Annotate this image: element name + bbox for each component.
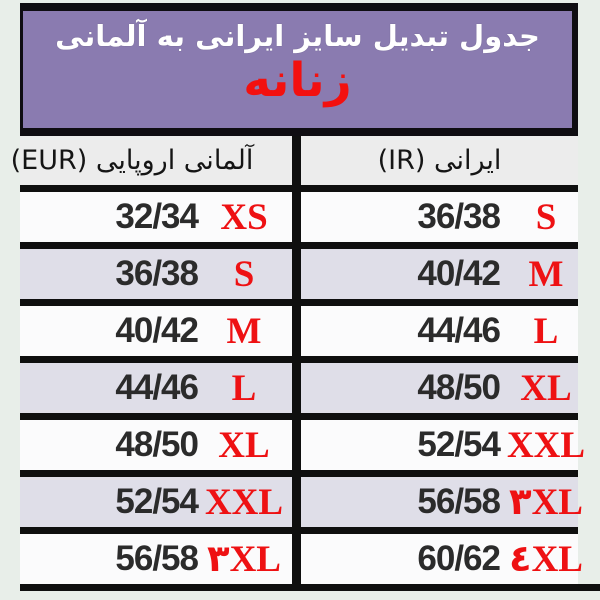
ir-cell: 44/46 L: [301, 306, 578, 356]
table-header-row: آلمانی اروپایی (EUR) ایرانی (IR): [11, 136, 578, 192]
ir-size-letter: XXL: [506, 424, 586, 466]
eur-cell: 36/38 S: [20, 249, 292, 299]
ir-cell: 60/62 ٤XL: [301, 534, 583, 584]
ir-size-letter: S: [535, 196, 557, 238]
eur-cell: 44/46 L: [20, 363, 292, 413]
table-row: 44/46 L 48/50 XL: [20, 363, 578, 420]
column-divider: [292, 192, 301, 242]
eur-size-letter: ۳XL: [207, 539, 281, 580]
page-title: جدول تبدیل سایز ایرانی به آلمانی: [55, 19, 540, 53]
eur-size-value: 44/46: [115, 368, 199, 407]
table-row: 52/54 XXL 56/58 ۳XL: [20, 477, 583, 534]
eur-size-letter: XS: [220, 196, 268, 238]
eur-cell: 40/42 M: [20, 306, 292, 356]
ir-cell: 48/50 XL: [301, 363, 578, 413]
column-header-iranian-ir-label: ایرانی (IR): [377, 145, 502, 176]
table-body: 32/34 XS 36/38 S 36/38 S 40/42 M: [20, 192, 585, 591]
column-divider: [292, 477, 301, 527]
table-row: 32/34 XS 36/38 S: [20, 192, 578, 249]
eur-size-letter: XL: [218, 424, 270, 466]
ir-cell: 52/54 XXL: [301, 420, 585, 470]
column-divider: [292, 534, 301, 584]
eur-size-value: 36/38: [115, 254, 199, 293]
table-row: 56/58 ۳XL 60/62 ٤XL: [20, 534, 583, 591]
ir-cell: 36/38 S: [301, 192, 578, 242]
ir-size-letter: ٤XL: [509, 539, 583, 580]
column-divider: [292, 136, 301, 185]
eur-cell: 56/58 ۳XL: [20, 534, 292, 584]
eur-cell: 48/50 XL: [20, 420, 292, 470]
eur-size-value: 56/58: [115, 539, 199, 578]
table-row: 36/38 S 40/42 M: [20, 249, 578, 306]
title-box: جدول تبدیل سایز ایرانی به آلمانی زنانه: [20, 3, 578, 136]
ir-size-value: 36/38: [417, 197, 501, 236]
eur-size-value: 40/42: [115, 311, 199, 350]
eur-size-letter: XXL: [204, 481, 284, 523]
eur-size-value: 48/50: [115, 425, 199, 464]
eur-size-letter: S: [233, 253, 255, 295]
ir-size-value: 60/62: [417, 539, 501, 578]
ir-cell: 40/42 M: [301, 249, 578, 299]
ir-size-letter: XL: [520, 367, 572, 409]
ir-cell: 56/58 ۳XL: [301, 477, 583, 527]
column-header-iranian-ir: ایرانی (IR): [301, 136, 578, 185]
eur-size-value: 52/54: [115, 482, 199, 521]
ir-size-value: 44/46: [417, 311, 501, 350]
ir-size-value: 40/42: [417, 254, 501, 293]
ir-size-letter: M: [528, 253, 564, 295]
column-divider: [292, 306, 301, 356]
column-header-german-eur-label: آلمانی اروپایی (EUR): [10, 145, 254, 176]
eur-cell: 52/54 XXL: [20, 477, 292, 527]
page-subtitle: زنانه: [243, 53, 352, 109]
column-header-german-eur: آلمانی اروپایی (EUR): [11, 136, 292, 185]
ir-size-value: 52/54: [417, 425, 501, 464]
ir-size-letter: L: [533, 310, 559, 352]
ir-size-value: 48/50: [417, 368, 501, 407]
eur-size-value: 32/34: [115, 197, 199, 236]
size-conversion-table: آلمانی اروپایی (EUR) ایرانی (IR) 32/34 X…: [11, 136, 585, 591]
table-row: 40/42 M 44/46 L: [20, 306, 578, 363]
eur-size-letter: L: [231, 367, 257, 409]
column-divider: [292, 420, 301, 470]
eur-cell: 32/34 XS: [20, 192, 292, 242]
table-row: 48/50 XL 52/54 XXL: [20, 420, 585, 477]
column-divider: [292, 249, 301, 299]
column-divider: [292, 363, 301, 413]
eur-size-letter: M: [226, 310, 262, 352]
ir-size-value: 56/58: [417, 482, 501, 521]
ir-size-letter: ۳XL: [509, 482, 583, 523]
bottom-border-extension: [578, 584, 600, 591]
